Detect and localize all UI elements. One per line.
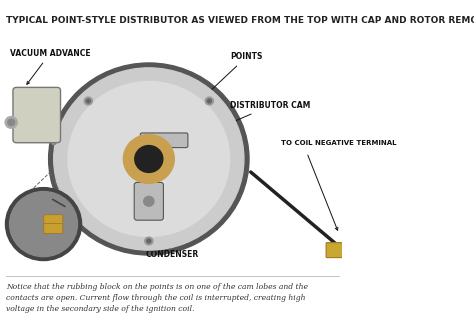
FancyBboxPatch shape (44, 224, 63, 233)
FancyBboxPatch shape (13, 87, 61, 143)
Circle shape (68, 81, 229, 236)
FancyBboxPatch shape (44, 215, 63, 224)
Circle shape (123, 135, 174, 183)
Text: Notice that the rubbing block on the points is on one of the cam lobes and the
c: Notice that the rubbing block on the poi… (6, 283, 308, 313)
Text: DISTRIBUTOR CAM: DISTRIBUTOR CAM (166, 101, 310, 151)
Circle shape (135, 146, 163, 172)
Circle shape (145, 237, 153, 245)
FancyBboxPatch shape (326, 243, 345, 258)
Circle shape (9, 192, 77, 257)
FancyBboxPatch shape (140, 133, 188, 148)
Circle shape (49, 63, 249, 255)
FancyBboxPatch shape (134, 182, 164, 220)
Text: CONDENSER: CONDENSER (146, 224, 199, 259)
Text: TYPICAL POINT-STYLE DISTRIBUTOR AS VIEWED FROM THE TOP WITH CAP AND ROTOR REMOVE: TYPICAL POINT-STYLE DISTRIBUTOR AS VIEWE… (6, 16, 474, 25)
Text: POINTS: POINTS (182, 52, 263, 117)
Circle shape (147, 239, 151, 243)
Circle shape (86, 99, 91, 103)
Text: TO COIL NEGATIVE TERMINAL: TO COIL NEGATIVE TERMINAL (281, 140, 397, 146)
Text: VACUUM ADVANCE: VACUUM ADVANCE (9, 49, 90, 84)
Circle shape (54, 68, 244, 250)
Circle shape (207, 99, 211, 103)
Circle shape (144, 196, 154, 206)
Circle shape (84, 97, 92, 105)
Circle shape (205, 97, 213, 105)
Circle shape (6, 188, 82, 260)
Circle shape (5, 117, 18, 128)
Circle shape (8, 119, 15, 126)
